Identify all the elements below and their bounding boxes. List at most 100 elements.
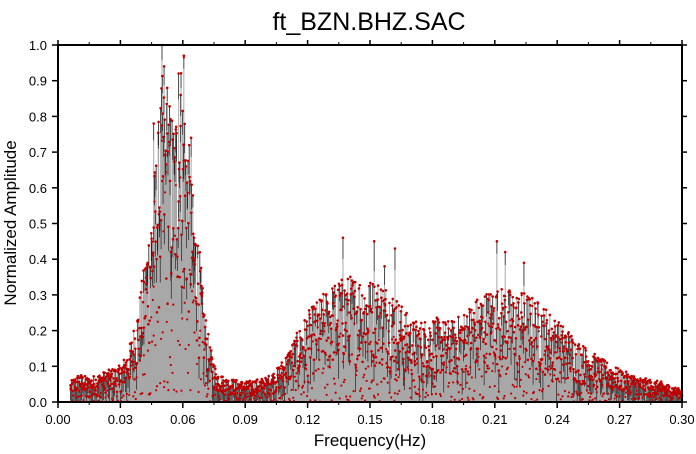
- spectrum-point: [615, 372, 619, 376]
- spectrum-point: [322, 292, 325, 296]
- spectrum-point: [448, 347, 452, 351]
- spectrum-point: [553, 319, 557, 323]
- spectrum-point: [435, 354, 438, 358]
- spectrum-point: [614, 366, 618, 369]
- spectrum-point: [285, 376, 288, 380]
- spectrum-point: [75, 387, 79, 390]
- spectrum-point: [373, 327, 377, 331]
- spectrum-point: [370, 381, 373, 384]
- spectrum-point: [132, 353, 136, 356]
- spectrum-point: [320, 299, 324, 302]
- spectrum-point: [150, 316, 153, 319]
- spectrum-point: [213, 393, 216, 396]
- spectrum-point: [345, 395, 348, 398]
- spectrum-point: [431, 338, 434, 342]
- spectrum-point: [422, 328, 426, 332]
- spectrum-point: [164, 149, 167, 152]
- spectrum-point: [361, 335, 365, 338]
- spectrum-point: [157, 213, 160, 216]
- spectrum-point: [391, 321, 395, 324]
- spectrum-point: [175, 390, 178, 393]
- spectrum-point: [248, 397, 252, 401]
- spectrum-point: [523, 361, 527, 364]
- spectrum-point: [341, 292, 344, 295]
- spectrum-point: [154, 240, 158, 243]
- spectrum-point: [550, 327, 554, 331]
- x-tick-label: 0.21: [482, 412, 507, 427]
- spectrum-point: [499, 349, 503, 352]
- spectrum-point: [376, 284, 380, 287]
- spectrum-point: [438, 327, 442, 330]
- spectrum-point: [297, 384, 301, 387]
- spectrum-point: [583, 380, 586, 383]
- spectrum-point: [99, 391, 102, 395]
- spectrum-point: [134, 397, 137, 401]
- spectrum-point: [365, 304, 368, 307]
- spectrum-point: [70, 388, 73, 391]
- spectrum-point: [354, 363, 357, 367]
- spectrum-point: [258, 396, 261, 400]
- spectrum-point: [560, 341, 563, 344]
- spectrum-point: [471, 327, 475, 330]
- spectrum-point: [260, 396, 263, 399]
- spectrum-point: [513, 385, 516, 388]
- spectrum-point: [381, 326, 384, 330]
- spectrum-point: [501, 308, 505, 311]
- spectrum-point: [518, 385, 522, 388]
- spectrum-point: [300, 338, 304, 342]
- spectrum-point: [541, 370, 545, 374]
- spectrum-point: [644, 377, 647, 380]
- spectrum-point: [561, 330, 564, 333]
- spectrum-point: [343, 289, 346, 292]
- spectrum-point: [407, 333, 410, 337]
- spectrum-point: [372, 331, 375, 335]
- spectrum-point: [269, 398, 272, 401]
- spectrum-point: [663, 390, 667, 393]
- spectrum-point: [443, 331, 447, 335]
- spectrum-point: [533, 302, 537, 305]
- spectrum-point: [595, 385, 599, 389]
- spectrum-point: [472, 318, 475, 322]
- spectrum-point: [545, 321, 548, 325]
- spectrum-point: [608, 384, 612, 388]
- spectrum-point: [655, 379, 659, 383]
- spectrum-point: [423, 344, 426, 347]
- spectrum-point: [567, 331, 570, 334]
- spectrum-point: [346, 277, 350, 281]
- spectrum-point: [83, 386, 86, 389]
- spectrum-point: [581, 398, 584, 401]
- spectrum-point: [496, 290, 499, 293]
- spectrum-point: [212, 385, 215, 389]
- spectrum-point: [538, 389, 541, 392]
- spectrum-point: [309, 356, 312, 359]
- spectrum-point: [429, 334, 433, 338]
- spectrum-point: [377, 349, 380, 352]
- spectrum-point: [75, 389, 78, 392]
- spectrum-point: [315, 319, 319, 322]
- spectrum-point: [280, 375, 284, 379]
- spectrum-point: [402, 357, 405, 361]
- spectrum-point: [399, 309, 403, 313]
- spectrum-point: [119, 390, 122, 393]
- spectrum-point: [234, 380, 238, 384]
- spectrum-point: [484, 356, 487, 359]
- spectrum-point: [116, 379, 119, 382]
- spectrum-point: [185, 277, 189, 281]
- spectrum-point: [370, 349, 373, 353]
- spectrum-point: [544, 349, 547, 353]
- spectrum-point: [664, 386, 668, 390]
- spectrum-point: [478, 319, 481, 323]
- spectrum-point: [556, 345, 559, 348]
- spectrum-point: [674, 386, 677, 390]
- spectrum-point: [193, 262, 197, 266]
- spectrum-point: [109, 379, 112, 382]
- spectrum-point: [183, 301, 186, 304]
- spectrum-point: [558, 380, 561, 383]
- spectrum-point: [548, 365, 551, 368]
- spectrum-point: [489, 293, 492, 296]
- spectrum-point: [575, 379, 579, 383]
- spectrum-point: [386, 365, 390, 369]
- spectrum-point: [346, 339, 349, 342]
- spectrum-point: [155, 389, 158, 392]
- y-tick-label: 0.1: [29, 359, 47, 374]
